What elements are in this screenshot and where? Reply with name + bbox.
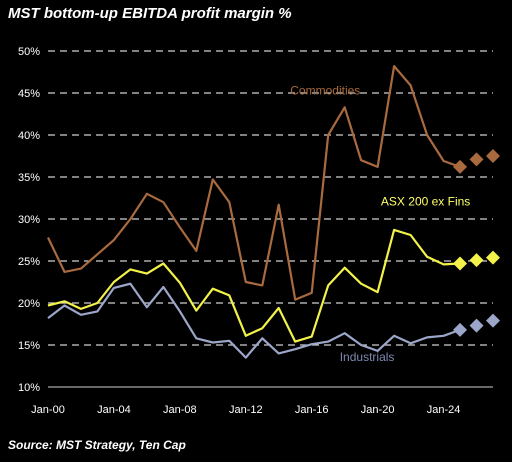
y-tick-label: 10% [18,382,40,394]
y-tick-label: 15% [18,340,40,352]
forecast-diamond-marker [486,149,500,163]
y-tick-label: 50% [18,46,40,58]
forecast-diamond-marker [469,318,484,333]
chart-title: MST bottom-up EBITDA profit margin % [8,5,292,22]
x-tick-label: Jan-00 [31,404,65,416]
forecast-diamond-marker [486,250,500,265]
x-tick-label: Jan-16 [295,404,329,416]
series-label-industrials: Industrials [340,350,395,364]
series-label-commodities: Commodities [290,84,360,98]
x-tick-label: Jan-04 [97,404,131,416]
y-tick-label: 40% [18,130,40,142]
x-tick-label: Jan-12 [229,404,263,416]
forecast-diamond-marker [453,159,468,174]
chart-source: Source: MST Strategy, Ten Cap [8,438,186,452]
y-tick-label: 20% [18,298,40,310]
forecast-diamond-marker [486,313,500,328]
series-label-asx200-ex-fins: ASX 200 ex Fins [381,195,470,209]
series-line-0 [47,64,461,301]
x-tick-label: Jan-20 [361,404,395,416]
forecast-diamond-marker [469,152,484,167]
y-tick-label: 30% [18,214,40,226]
forecast-diamond-marker [453,322,468,337]
x-tick-label: Jan-08 [163,404,197,416]
forecast-diamond-marker [453,256,468,271]
series-labels: Commodities ASX 200 ex Fins Industrials [290,84,470,364]
series-line-2 [47,282,461,359]
forecast-diamond-marker [469,253,484,268]
x-tick-label: Jan-24 [427,404,461,416]
y-tick-label: 25% [18,256,40,268]
series-layer [47,64,500,359]
y-axis-ticks: 10% 15% 20% 25% 30% 35% 40% 45% 50% [18,46,40,394]
y-tick-label: 45% [18,88,40,100]
x-axis-ticks: Jan-00 Jan-04 Jan-08 Jan-12 Jan-16 Jan-20 Jan-… [31,404,460,416]
series-line-1 [47,228,461,343]
y-tick-label: 35% [18,172,40,184]
